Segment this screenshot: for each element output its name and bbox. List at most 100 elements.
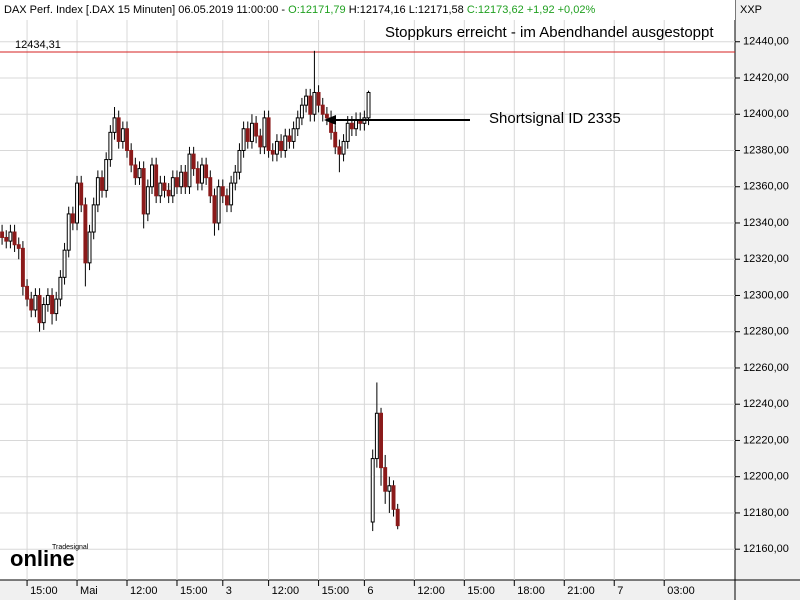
candle-body	[387, 485, 392, 492]
x-tick-label: 12:00	[272, 585, 300, 597]
candle-body	[312, 91, 317, 115]
candle-body	[383, 467, 388, 492]
candle-body	[66, 213, 71, 251]
candle-body	[279, 140, 284, 151]
x-tick-label: 15:00	[180, 585, 208, 597]
y-tick-label: 12280,00	[743, 326, 789, 338]
candle-body	[283, 135, 288, 151]
candle-body	[316, 91, 321, 106]
candle-body	[16, 244, 21, 249]
candle-body	[4, 236, 9, 242]
x-tick-label: 15:00	[30, 585, 58, 597]
x-tick-label: 7	[617, 585, 623, 597]
candle-body	[341, 140, 346, 155]
y-tick-label: 12260,00	[743, 362, 789, 374]
candle-body	[345, 122, 350, 142]
candle-body	[150, 164, 154, 188]
candle-body	[233, 171, 238, 184]
candle-body	[162, 182, 167, 191]
x-tick-label: 15:00	[467, 585, 495, 597]
candle-body	[170, 177, 175, 197]
candle-body	[112, 117, 117, 133]
candle-body	[220, 186, 225, 197]
y-tick-label: 12220,00	[743, 434, 789, 446]
annotation: Shortsignal ID 2335	[489, 110, 621, 127]
y-tick-label: 12440,00	[743, 36, 789, 48]
candle-body	[54, 298, 59, 315]
candle-body	[83, 204, 88, 264]
candle-body	[274, 140, 279, 155]
candle-body	[154, 164, 159, 197]
x-tick-label: 12:00	[417, 585, 445, 597]
candle-body	[75, 182, 79, 224]
candle-body	[333, 131, 338, 148]
arrow-head	[324, 115, 336, 125]
x-tick-label: 6	[367, 585, 373, 597]
candle-body	[79, 182, 84, 206]
x-tick-label: 15:00	[322, 585, 350, 597]
candle-body	[224, 195, 229, 206]
plot: 12434,31	[0, 20, 735, 580]
candle-body	[295, 117, 300, 130]
candle-body	[166, 189, 171, 197]
candle-body	[87, 231, 92, 264]
header-bg	[0, 0, 735, 20]
candle-body	[366, 91, 371, 119]
stop-label: 12434,31	[15, 39, 61, 51]
logo: online	[10, 546, 75, 571]
x-tick-label: 18:00	[517, 585, 545, 597]
candle-body	[158, 182, 163, 197]
candle-body	[241, 128, 246, 151]
candle-body	[133, 164, 138, 179]
candle-body	[291, 128, 296, 142]
y-tick-label: 12400,00	[743, 108, 789, 120]
candle-body	[125, 128, 129, 151]
candle-body	[179, 171, 184, 188]
candle-body	[374, 412, 379, 460]
y-tick-label: 12160,00	[743, 543, 789, 555]
candle-body	[58, 276, 63, 300]
candle-body	[50, 294, 55, 315]
candle-body	[195, 168, 200, 184]
candle-body	[191, 153, 196, 170]
y-tick-label: 12320,00	[743, 253, 789, 265]
candle-body	[116, 117, 121, 142]
y-tick-label: 12420,00	[743, 72, 789, 84]
candle-body	[391, 485, 396, 510]
candle-body	[108, 131, 113, 161]
candle-body	[320, 104, 325, 115]
candle-body	[37, 294, 42, 324]
y-tick-label: 12360,00	[743, 181, 789, 193]
candle-body	[145, 186, 150, 215]
candle-body	[137, 168, 142, 179]
candle-body	[324, 113, 329, 119]
candle-body	[45, 294, 50, 306]
y-tick-label: 12300,00	[743, 289, 789, 301]
candle-body	[175, 177, 179, 188]
candle-body	[354, 119, 359, 130]
candle-body	[129, 149, 134, 166]
y-tick-label: 12240,00	[743, 398, 789, 410]
candle-body	[141, 168, 146, 215]
candle-body	[91, 204, 96, 233]
y-tick-label: 12180,00	[743, 507, 789, 519]
candle-body	[395, 508, 400, 527]
candle-body	[212, 195, 217, 224]
corner-label: XXP	[740, 4, 762, 16]
x-tick-label: 3	[226, 585, 232, 597]
candle-body	[266, 117, 271, 151]
candle-body	[349, 122, 354, 130]
candle-body	[33, 294, 38, 311]
candle-body	[62, 249, 67, 278]
candle-body	[216, 186, 221, 224]
candle-body	[254, 122, 259, 137]
x-tick-label: Mai	[80, 585, 98, 597]
candle-body	[229, 182, 234, 206]
candle-body	[120, 128, 125, 142]
candle-body	[12, 231, 17, 246]
candle-body	[29, 298, 34, 311]
candle-body	[70, 213, 75, 224]
instrument: DAX Perf. Index [.DAX 15 Minuten]	[4, 4, 175, 16]
header: DAX Perf. Index [.DAX 15 Minuten] 06.05.…	[4, 4, 595, 16]
